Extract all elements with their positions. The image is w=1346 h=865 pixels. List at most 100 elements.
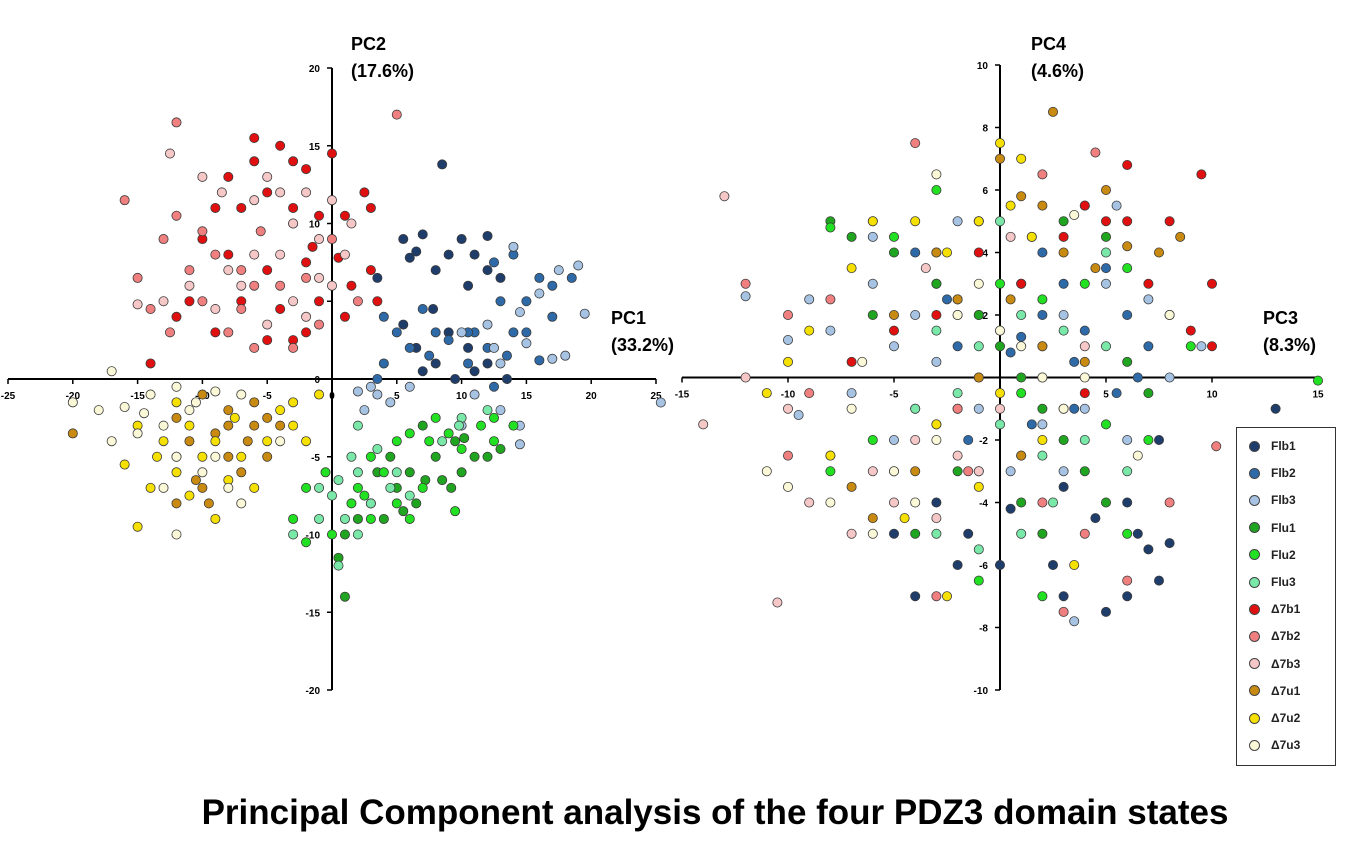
data-point xyxy=(372,443,383,454)
data-point xyxy=(942,294,953,305)
data-point xyxy=(184,490,195,501)
data-point xyxy=(275,436,286,447)
data-point xyxy=(942,591,953,602)
data-point xyxy=(359,490,370,501)
data-point xyxy=(1122,434,1133,445)
data-point xyxy=(1164,372,1175,383)
data-point xyxy=(1143,341,1154,352)
data-point xyxy=(488,436,499,447)
data-point xyxy=(476,420,487,431)
data-point xyxy=(223,265,234,276)
x-tick-label: -5 xyxy=(890,390,899,401)
data-point xyxy=(326,148,337,159)
data-point xyxy=(1037,294,1048,305)
data-point xyxy=(846,356,857,367)
data-point xyxy=(1069,560,1080,571)
data-point xyxy=(783,334,794,345)
data-point xyxy=(1016,388,1027,399)
data-point xyxy=(973,372,984,383)
data-point xyxy=(301,482,312,493)
data-point xyxy=(1058,325,1069,336)
data-point xyxy=(404,467,415,478)
data-point xyxy=(952,294,963,305)
y-tick-label: 10 xyxy=(977,61,989,72)
data-point xyxy=(931,309,942,320)
data-point xyxy=(1037,372,1048,383)
data-point xyxy=(1016,153,1027,164)
data-point xyxy=(995,278,1006,289)
legend-label: Δ7b1 xyxy=(1271,602,1301,617)
data-point xyxy=(139,408,150,419)
data-point xyxy=(262,187,273,198)
data-point xyxy=(1101,216,1112,227)
data-point xyxy=(547,353,558,364)
data-point xyxy=(320,467,331,478)
data-point xyxy=(995,403,1006,414)
data-point xyxy=(952,450,963,461)
data-point xyxy=(1143,278,1154,289)
data-point xyxy=(223,249,234,260)
data-point xyxy=(1058,434,1069,445)
data-point xyxy=(391,109,402,120)
data-point xyxy=(262,265,273,276)
data-point xyxy=(229,412,240,423)
data-point xyxy=(995,325,1006,336)
data-point xyxy=(867,466,878,477)
data-point xyxy=(339,311,350,322)
data-point xyxy=(846,231,857,242)
legend-item: Flu1 xyxy=(1249,518,1296,538)
data-point xyxy=(973,216,984,227)
data-point xyxy=(411,498,422,509)
data-point xyxy=(825,325,836,336)
data-point xyxy=(223,420,234,431)
legend-item: Δ7b2 xyxy=(1249,626,1300,646)
data-point xyxy=(446,482,457,493)
data-point xyxy=(145,389,156,400)
data-point xyxy=(314,210,325,221)
series-Flu3 xyxy=(889,216,1133,555)
data-point xyxy=(1154,575,1165,586)
data-point xyxy=(1154,247,1165,258)
data-point xyxy=(534,355,545,366)
data-point xyxy=(1132,372,1143,383)
data-point xyxy=(1196,169,1207,180)
data-point xyxy=(339,513,350,524)
data-point xyxy=(1111,200,1122,211)
data-point xyxy=(560,350,571,361)
data-point xyxy=(249,132,260,143)
data-point xyxy=(424,436,435,447)
legend-label: Flu1 xyxy=(1271,520,1296,535)
data-point xyxy=(450,373,461,384)
data-point xyxy=(1175,231,1186,242)
data-point xyxy=(184,280,195,291)
series-Δ7u2 xyxy=(119,389,325,532)
data-point xyxy=(931,356,942,367)
data-point xyxy=(346,451,357,462)
y-tick-label: 6 xyxy=(982,186,988,197)
data-point xyxy=(973,466,984,477)
data-point xyxy=(1026,419,1037,430)
data-point xyxy=(404,342,415,353)
data-point xyxy=(931,325,942,336)
data-point xyxy=(203,498,214,509)
data-point xyxy=(889,309,900,320)
data-point xyxy=(288,296,299,307)
data-point xyxy=(1270,403,1281,414)
data-point xyxy=(889,325,900,336)
data-point xyxy=(1122,216,1133,227)
data-point xyxy=(352,513,363,524)
data-point xyxy=(698,419,709,430)
data-point xyxy=(973,309,984,320)
data-point xyxy=(216,187,227,198)
data-point xyxy=(1132,528,1143,539)
data-point xyxy=(463,342,474,353)
data-point xyxy=(443,428,454,439)
data-point xyxy=(326,280,337,291)
data-point xyxy=(772,597,783,608)
series-Δ7u3 xyxy=(761,169,1175,539)
data-point xyxy=(301,187,312,198)
data-point xyxy=(942,247,953,258)
data-point xyxy=(740,278,751,289)
data-point xyxy=(867,434,878,445)
